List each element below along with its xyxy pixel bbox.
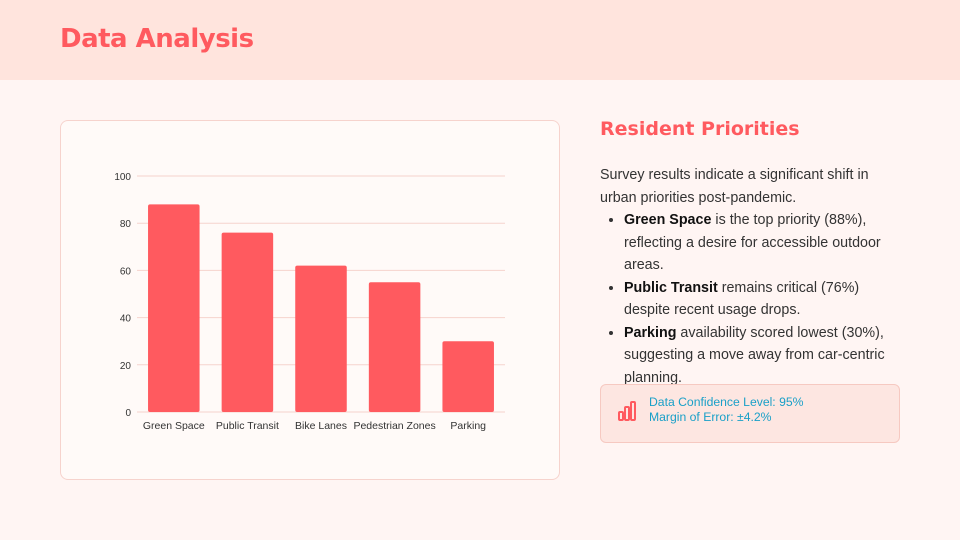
bullet-strong: Green Space xyxy=(624,212,712,228)
confidence-box: Data Confidence Level: 95% Margin of Err… xyxy=(600,384,900,443)
bar xyxy=(442,341,494,412)
bullet-strong: Parking xyxy=(624,324,677,341)
x-tick-label: Parking xyxy=(450,420,486,432)
margin-of-error: Margin of Error: ±4.2% xyxy=(649,409,772,424)
y-tick-label: 0 xyxy=(125,408,131,419)
bullet-text: remains critical (76%) despite recent us… xyxy=(624,279,860,319)
y-tick-label: 100 xyxy=(114,172,131,183)
y-tick-label: 60 xyxy=(120,266,132,277)
list-item: Green Space is the top priority (88%), r… xyxy=(624,209,900,277)
bar xyxy=(295,265,347,412)
y-tick-label: 80 xyxy=(120,219,132,230)
bar-chart-icon xyxy=(618,401,636,421)
bullet-text: is the top priority (88%), reflecting a … xyxy=(624,212,881,273)
insights-intro: Survey results indicate a significant sh… xyxy=(600,167,869,206)
y-tick-label: 40 xyxy=(120,314,132,325)
list-item: Public Transit remains critical (76%) de… xyxy=(624,277,900,322)
bar xyxy=(148,204,200,412)
x-tick-label: Green Space xyxy=(143,420,205,432)
bar-chart: 0 20 40 60 80 100 Green Space Public Transit Bik… xyxy=(114,172,505,432)
list-item: Parking availability scored lowest (30%)… xyxy=(624,322,900,390)
x-tick-label: Bike Lanes xyxy=(295,420,347,432)
confidence-text: Data Confidence Level: 95% Margin of Err… xyxy=(649,395,803,424)
confidence-level: Data Confidence Level: 95% xyxy=(649,395,804,409)
y-tick-label: 20 xyxy=(120,361,132,372)
page-title: Data Analysis xyxy=(60,24,254,54)
chart-card: 0 20 40 60 80 100 Green Space Public Transit Bik… xyxy=(60,120,560,480)
x-tick-label: Public Transit xyxy=(216,420,279,432)
x-tick-label: Pedestrian Zones xyxy=(353,420,435,432)
insights-list: Green Space is the top priority (88%), r… xyxy=(600,209,900,389)
bullet-strong: Public Transit xyxy=(624,279,718,296)
header-bar: Data Analysis xyxy=(0,0,960,80)
bullet-text: availability scored lowest (30%), sugges… xyxy=(624,324,885,386)
insights-text: Survey results indicate a significant sh… xyxy=(600,164,900,389)
bar xyxy=(368,282,421,412)
section-title: Resident Priorities xyxy=(600,118,800,140)
bar xyxy=(221,232,274,412)
